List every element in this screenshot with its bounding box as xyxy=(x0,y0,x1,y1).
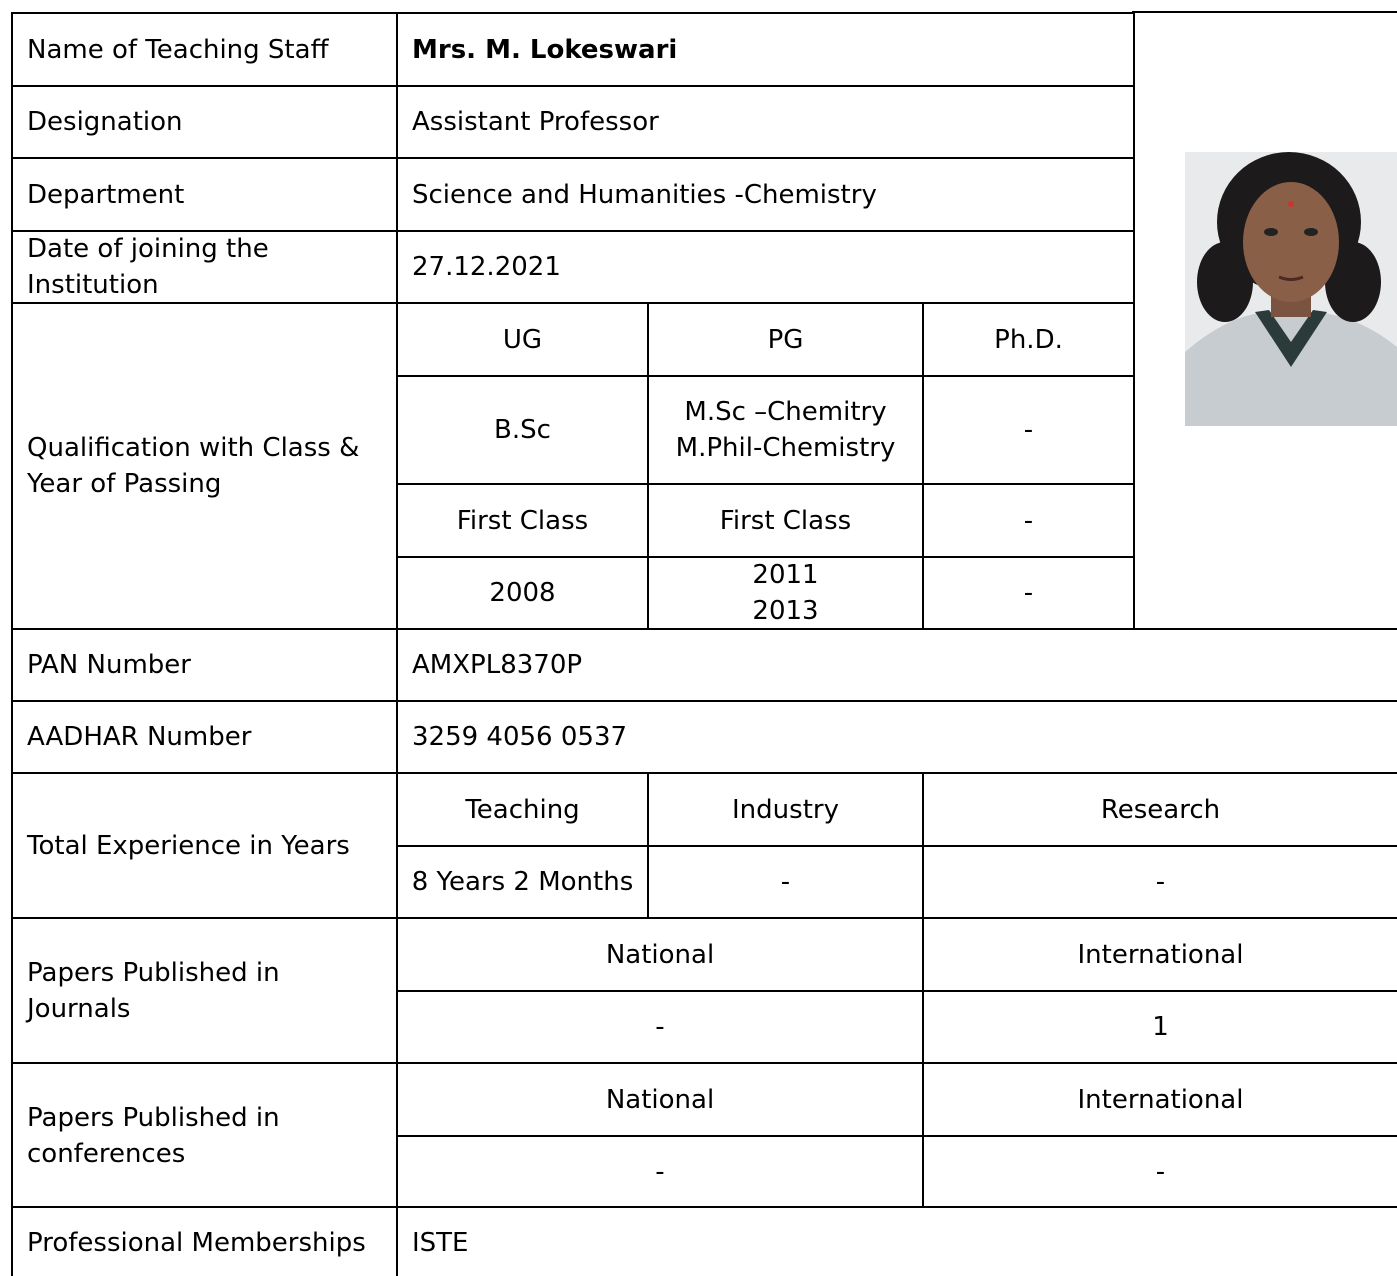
experience-header: Research xyxy=(922,772,1397,847)
department-value: Science and Humanities -Chemistry xyxy=(396,157,1135,232)
name-label-text: Name of Teaching Staff xyxy=(27,34,329,65)
qualification-year-text: - xyxy=(1023,578,1034,608)
memberships-label-text: Professional Memberships xyxy=(27,1228,366,1258)
qualification-year-text: 2008 xyxy=(489,578,556,608)
qualification-year-text: 2013 xyxy=(752,596,819,626)
pan-value: AMXPL8370P xyxy=(396,628,1397,702)
experience-value: - xyxy=(647,845,924,919)
memberships-value: ISTE xyxy=(396,1206,1397,1276)
qualification-degree-text: M.Sc –Chemitry xyxy=(684,397,887,427)
qualification-label: Qualification with Class & Year of Passi… xyxy=(11,302,398,630)
qualification-year: 2011 2013 xyxy=(647,556,924,630)
aadhar-value: 3259 4056 0537 xyxy=(396,700,1397,774)
experience-header: Teaching xyxy=(396,772,649,847)
qualification-class-text: - xyxy=(1023,505,1034,536)
journals-header-text: National xyxy=(605,939,715,970)
qualification-year: 2008 xyxy=(396,556,649,630)
qualification-degree: M.Sc –Chemitry M.Phil-Chemistry xyxy=(647,375,924,485)
experience-label-text: Total Experience in Years xyxy=(27,830,350,861)
experience-value-text: - xyxy=(780,867,791,897)
qualification-header-text: PG xyxy=(767,324,804,355)
journals-label-text: Papers Published in Journals xyxy=(27,957,280,1024)
conferences-label-text: Papers Published in conferences xyxy=(27,1102,280,1169)
qualification-degree-text: - xyxy=(1023,415,1034,445)
memberships-label: Professional Memberships xyxy=(11,1206,398,1276)
conferences-value: - xyxy=(396,1135,924,1209)
conferences-header: National xyxy=(396,1062,924,1137)
name-value: Mrs. M. Lokeswari xyxy=(396,12,1135,87)
journals-value: - xyxy=(396,990,924,1064)
journals-value: 1 xyxy=(922,990,1397,1064)
qualification-header: Ph.D. xyxy=(922,302,1135,377)
qualification-degree: B.Sc xyxy=(396,375,649,485)
designation-label: Designation xyxy=(11,85,398,159)
conferences-header-text: National xyxy=(605,1084,715,1115)
designation-value: Assistant Professor xyxy=(396,85,1135,159)
experience-value-text: 8 Years 2 Months xyxy=(411,867,634,897)
qualification-degree-text: B.Sc xyxy=(494,415,551,445)
experience-header-text: Industry xyxy=(732,794,839,825)
qualification-degree: - xyxy=(922,375,1135,485)
designation-label-text: Designation xyxy=(27,107,183,137)
qualification-class-text: First Class xyxy=(719,505,852,536)
department-label-text: Department xyxy=(27,179,185,210)
qualification-header: PG xyxy=(647,302,924,377)
qualification-degree-text: M.Phil-Chemistry xyxy=(675,433,896,463)
conferences-value: - xyxy=(922,1135,1397,1209)
department-label: Department xyxy=(11,157,398,232)
qualification-class-text: First Class xyxy=(456,505,589,536)
journals-value-text: - xyxy=(655,1012,665,1042)
experience-value-text: - xyxy=(1155,867,1166,897)
aadhar-value-text: 3259 4056 0537 xyxy=(412,722,628,752)
designation-value-text: Assistant Professor xyxy=(412,107,659,137)
journals-label: Papers Published in Journals xyxy=(11,917,398,1064)
journals-header-text: International xyxy=(1077,939,1244,970)
joining-label: Date of joining the Institution xyxy=(11,230,398,304)
qualification-label-text: Qualification with Class & Year of Passi… xyxy=(27,433,360,499)
qualification-year-text: 2011 xyxy=(752,560,819,590)
journals-value-text: 1 xyxy=(1152,1012,1169,1042)
department-value-text: Science and Humanities -Chemistry xyxy=(412,179,877,210)
name-label: Name of Teaching Staff xyxy=(11,12,398,87)
journals-header: National xyxy=(396,917,924,992)
pan-label-text: PAN Number xyxy=(27,650,191,680)
experience-value: 8 Years 2 Months xyxy=(396,845,649,919)
joining-label-text: Date of joining the Institution xyxy=(27,234,269,300)
qualification-year: - xyxy=(922,556,1135,630)
memberships-value-text: ISTE xyxy=(412,1228,469,1258)
aadhar-label-text: AADHAR Number xyxy=(27,722,252,752)
qualification-header: UG xyxy=(396,302,649,377)
experience-header-text: Research xyxy=(1100,794,1221,825)
pan-label: PAN Number xyxy=(11,628,398,702)
name-value-text: Mrs. M. Lokeswari xyxy=(412,34,678,65)
pan-value-text: AMXPL8370P xyxy=(412,650,583,680)
conferences-value-text: - xyxy=(1155,1157,1166,1187)
conferences-header: International xyxy=(922,1062,1397,1137)
conferences-label: Papers Published in conferences xyxy=(11,1062,398,1209)
qualification-class: First Class xyxy=(647,483,924,558)
journals-header: International xyxy=(922,917,1397,992)
experience-value: - xyxy=(922,845,1397,919)
conferences-value-text: - xyxy=(655,1157,665,1187)
joining-value: 27.12.2021 xyxy=(396,230,1135,304)
experience-header-text: Teaching xyxy=(465,794,580,825)
joining-value-text: 27.12.2021 xyxy=(412,252,561,282)
experience-header: Industry xyxy=(647,772,924,847)
staff-photo xyxy=(1185,152,1397,426)
aadhar-label: AADHAR Number xyxy=(11,700,398,774)
experience-label: Total Experience in Years xyxy=(11,772,398,919)
qualification-header-text: Ph.D. xyxy=(994,324,1063,355)
conferences-header-text: International xyxy=(1077,1084,1244,1115)
qualification-class: First Class xyxy=(396,483,649,558)
qualification-class: - xyxy=(922,483,1135,558)
qualification-header-text: UG xyxy=(502,324,543,355)
